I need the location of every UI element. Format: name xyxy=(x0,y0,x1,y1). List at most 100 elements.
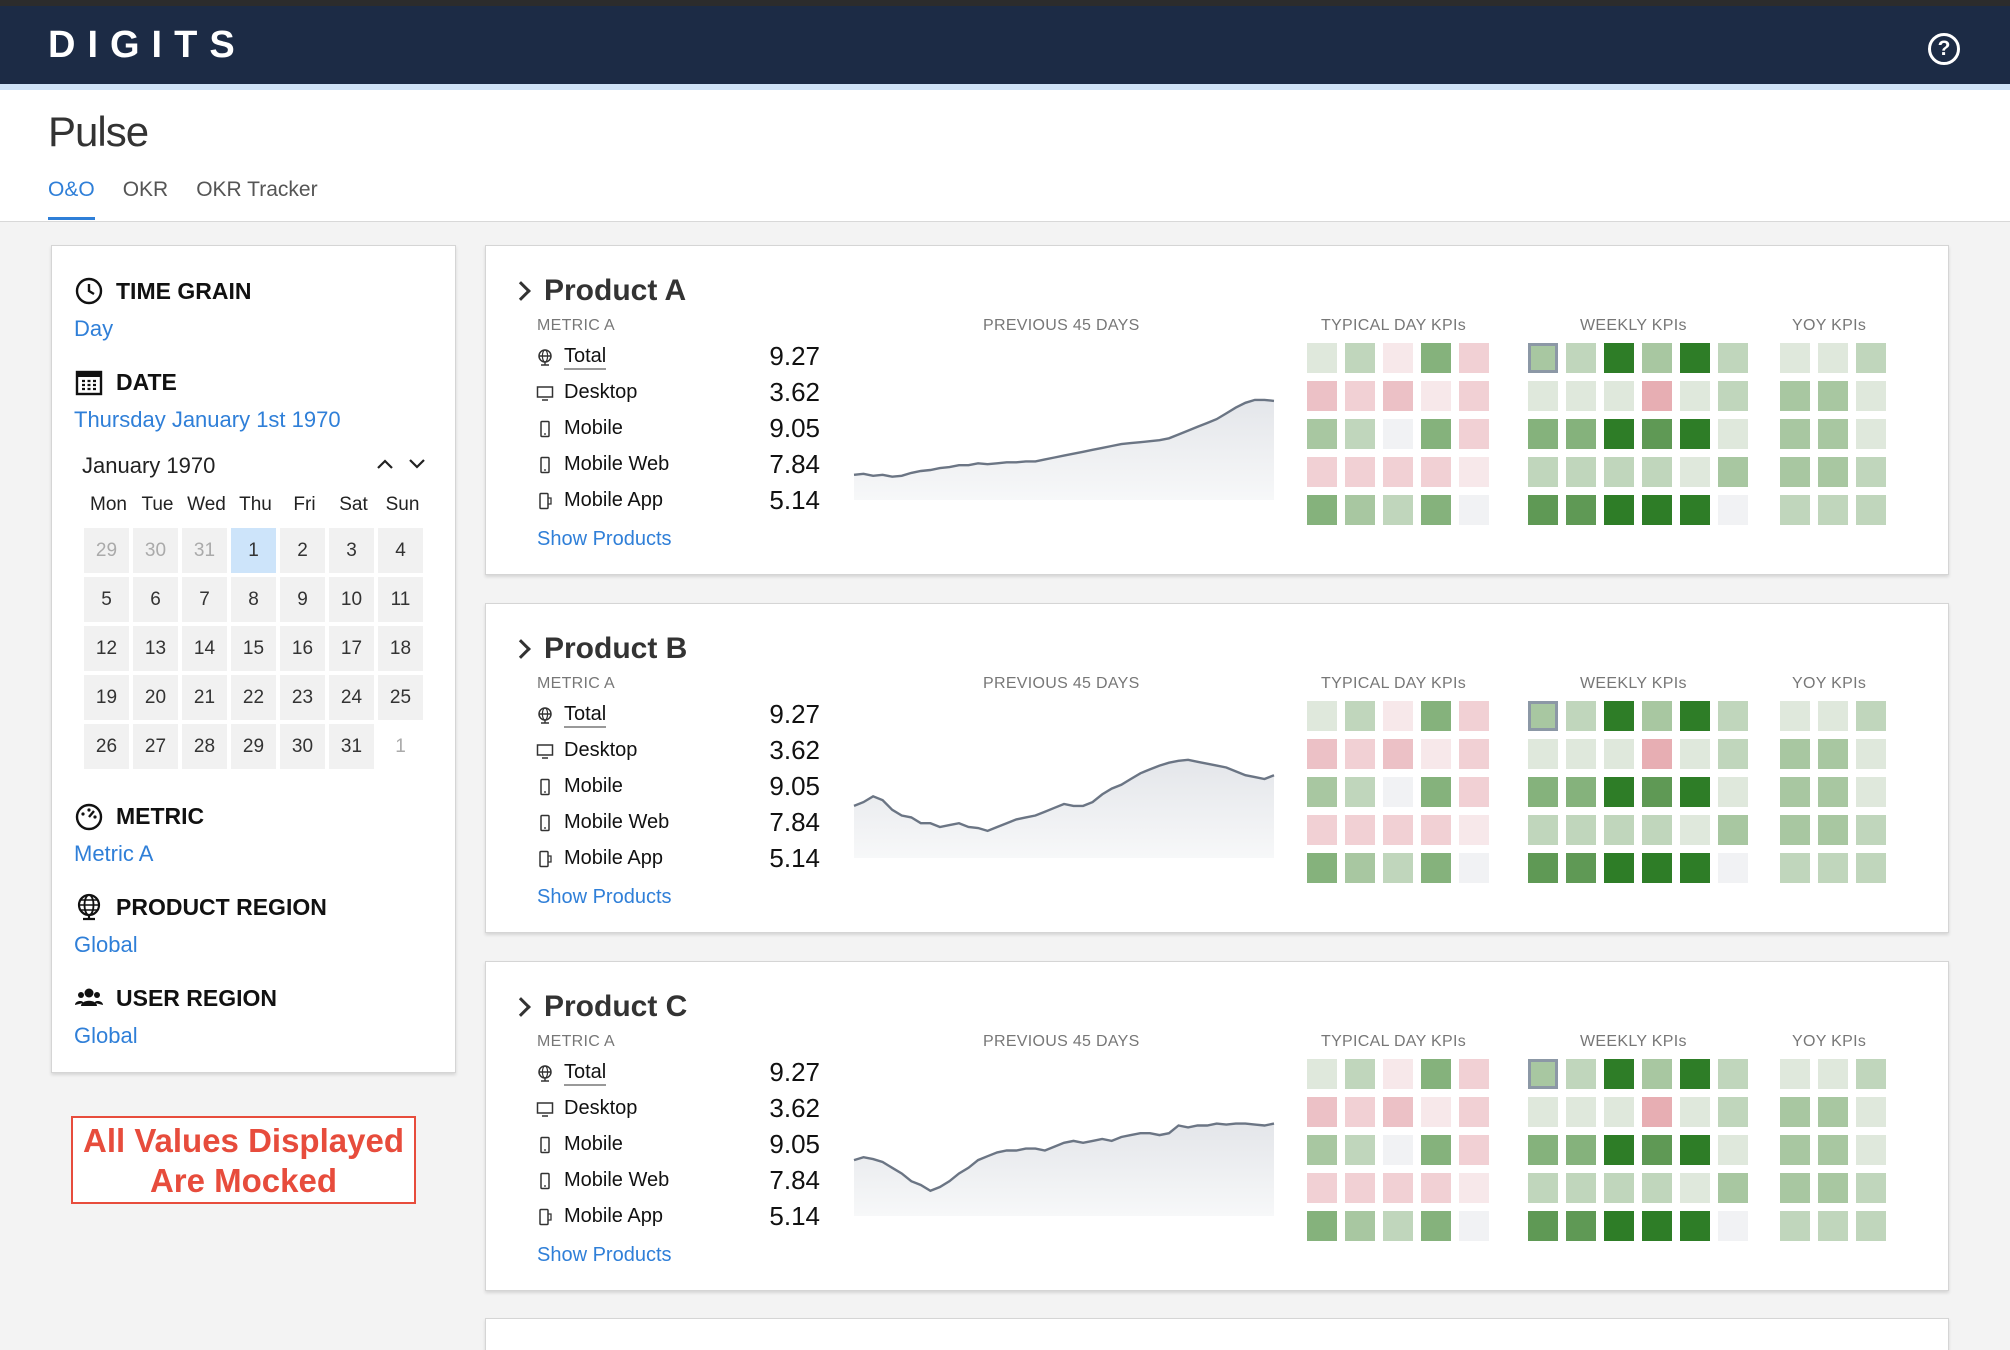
calendar-day-cell[interactable]: 17 xyxy=(329,626,374,671)
kpi-cell[interactable] xyxy=(1421,1173,1451,1203)
kpi-cell[interactable] xyxy=(1780,1097,1810,1127)
kpi-cell[interactable] xyxy=(1680,495,1710,525)
kpi-cell[interactable] xyxy=(1345,1059,1375,1089)
kpi-cell[interactable] xyxy=(1818,343,1848,373)
kpi-cell[interactable] xyxy=(1383,1173,1413,1203)
kpi-cell[interactable] xyxy=(1718,1211,1748,1241)
calendar-day-cell[interactable]: 3 xyxy=(329,528,374,573)
kpi-cell[interactable] xyxy=(1566,701,1596,731)
kpi-cell[interactable] xyxy=(1421,701,1451,731)
kpi-cell[interactable] xyxy=(1856,419,1886,449)
calendar-day-cell[interactable]: 29 xyxy=(231,724,276,769)
kpi-cell[interactable] xyxy=(1718,1097,1748,1127)
show-products-link[interactable]: Show Products xyxy=(537,528,672,550)
kpi-cell[interactable] xyxy=(1680,701,1710,731)
kpi-cell[interactable] xyxy=(1383,343,1413,373)
kpi-cell[interactable] xyxy=(1383,419,1413,449)
kpi-cell[interactable] xyxy=(1642,1097,1672,1127)
tab-okr-tracker[interactable]: OKR Tracker xyxy=(196,178,318,201)
kpi-cell[interactable] xyxy=(1604,343,1634,373)
kpi-cell[interactable] xyxy=(1383,815,1413,845)
kpi-cell[interactable] xyxy=(1718,495,1748,525)
kpi-cell[interactable] xyxy=(1718,381,1748,411)
calendar-day-cell[interactable]: 30 xyxy=(133,528,178,573)
kpi-cell[interactable] xyxy=(1642,457,1672,487)
kpi-cell[interactable] xyxy=(1604,739,1634,769)
kpi-cell[interactable] xyxy=(1528,1059,1558,1089)
kpi-cell[interactable] xyxy=(1307,777,1337,807)
product-title[interactable]: Product C xyxy=(511,990,687,1024)
kpi-cell[interactable] xyxy=(1818,495,1848,525)
kpi-cell[interactable] xyxy=(1780,381,1810,411)
kpi-cell[interactable] xyxy=(1642,1059,1672,1089)
kpi-cell[interactable] xyxy=(1459,777,1489,807)
metric-value[interactable]: Metric A xyxy=(74,841,154,866)
kpi-cell[interactable] xyxy=(1421,1059,1451,1089)
kpi-cell[interactable] xyxy=(1307,853,1337,883)
kpi-cell[interactable] xyxy=(1566,1173,1596,1203)
kpi-cell[interactable] xyxy=(1780,343,1810,373)
kpi-cell[interactable] xyxy=(1856,739,1886,769)
kpi-cell[interactable] xyxy=(1856,701,1886,731)
kpi-cell[interactable] xyxy=(1307,343,1337,373)
calendar-day-cell[interactable]: 20 xyxy=(133,675,178,720)
help-icon[interactable]: ? xyxy=(1928,33,1960,65)
kpi-cell[interactable] xyxy=(1528,495,1558,525)
calendar-day-cell[interactable]: 16 xyxy=(280,626,325,671)
kpi-cell[interactable] xyxy=(1421,457,1451,487)
kpi-cell[interactable] xyxy=(1856,1173,1886,1203)
kpi-cell[interactable] xyxy=(1528,1173,1558,1203)
kpi-cell[interactable] xyxy=(1459,343,1489,373)
kpi-cell[interactable] xyxy=(1566,777,1596,807)
kpi-cell[interactable] xyxy=(1307,701,1337,731)
kpi-cell[interactable] xyxy=(1818,1097,1848,1127)
kpi-cell[interactable] xyxy=(1345,853,1375,883)
calendar-day-cell[interactable]: 2 xyxy=(280,528,325,573)
kpi-cell[interactable] xyxy=(1818,381,1848,411)
kpi-cell[interactable] xyxy=(1307,815,1337,845)
kpi-cell[interactable] xyxy=(1307,1135,1337,1165)
kpi-cell[interactable] xyxy=(1780,1211,1810,1241)
kpi-cell[interactable] xyxy=(1642,1135,1672,1165)
kpi-cell[interactable] xyxy=(1642,777,1672,807)
kpi-cell[interactable] xyxy=(1642,343,1672,373)
kpi-cell[interactable] xyxy=(1604,1173,1634,1203)
calendar-day-cell[interactable]: 21 xyxy=(182,675,227,720)
kpi-cell[interactable] xyxy=(1642,701,1672,731)
kpi-cell[interactable] xyxy=(1566,815,1596,845)
kpi-cell[interactable] xyxy=(1345,343,1375,373)
kpi-cell[interactable] xyxy=(1718,419,1748,449)
kpi-cell[interactable] xyxy=(1680,1211,1710,1241)
kpi-cell[interactable] xyxy=(1459,381,1489,411)
kpi-cell[interactable] xyxy=(1345,419,1375,449)
kpi-cell[interactable] xyxy=(1528,815,1558,845)
kpi-cell[interactable] xyxy=(1604,777,1634,807)
kpi-cell[interactable] xyxy=(1680,777,1710,807)
kpi-cell[interactable] xyxy=(1307,1211,1337,1241)
kpi-cell[interactable] xyxy=(1604,495,1634,525)
kpi-cell[interactable] xyxy=(1566,739,1596,769)
kpi-cell[interactable] xyxy=(1307,1173,1337,1203)
chevron-down-icon[interactable] xyxy=(408,455,426,475)
kpi-cell[interactable] xyxy=(1856,343,1886,373)
kpi-cell[interactable] xyxy=(1566,381,1596,411)
kpi-cell[interactable] xyxy=(1383,777,1413,807)
calendar-day-cell[interactable]: 25 xyxy=(378,675,423,720)
chevron-right-icon[interactable] xyxy=(511,997,531,1017)
calendar-day-cell[interactable]: 10 xyxy=(329,577,374,622)
kpi-cell[interactable] xyxy=(1528,419,1558,449)
kpi-cell[interactable] xyxy=(1780,1059,1810,1089)
kpi-cell[interactable] xyxy=(1345,777,1375,807)
kpi-cell[interactable] xyxy=(1566,1211,1596,1241)
kpi-cell[interactable] xyxy=(1421,1097,1451,1127)
kpi-cell[interactable] xyxy=(1780,701,1810,731)
calendar-day-cell[interactable]: 31 xyxy=(182,528,227,573)
kpi-cell[interactable] xyxy=(1566,1059,1596,1089)
kpi-cell[interactable] xyxy=(1345,457,1375,487)
kpi-cell[interactable] xyxy=(1818,1059,1848,1089)
kpi-cell[interactable] xyxy=(1459,1173,1489,1203)
kpi-cell[interactable] xyxy=(1604,1059,1634,1089)
kpi-cell[interactable] xyxy=(1856,1097,1886,1127)
kpi-cell[interactable] xyxy=(1383,495,1413,525)
kpi-cell[interactable] xyxy=(1604,853,1634,883)
